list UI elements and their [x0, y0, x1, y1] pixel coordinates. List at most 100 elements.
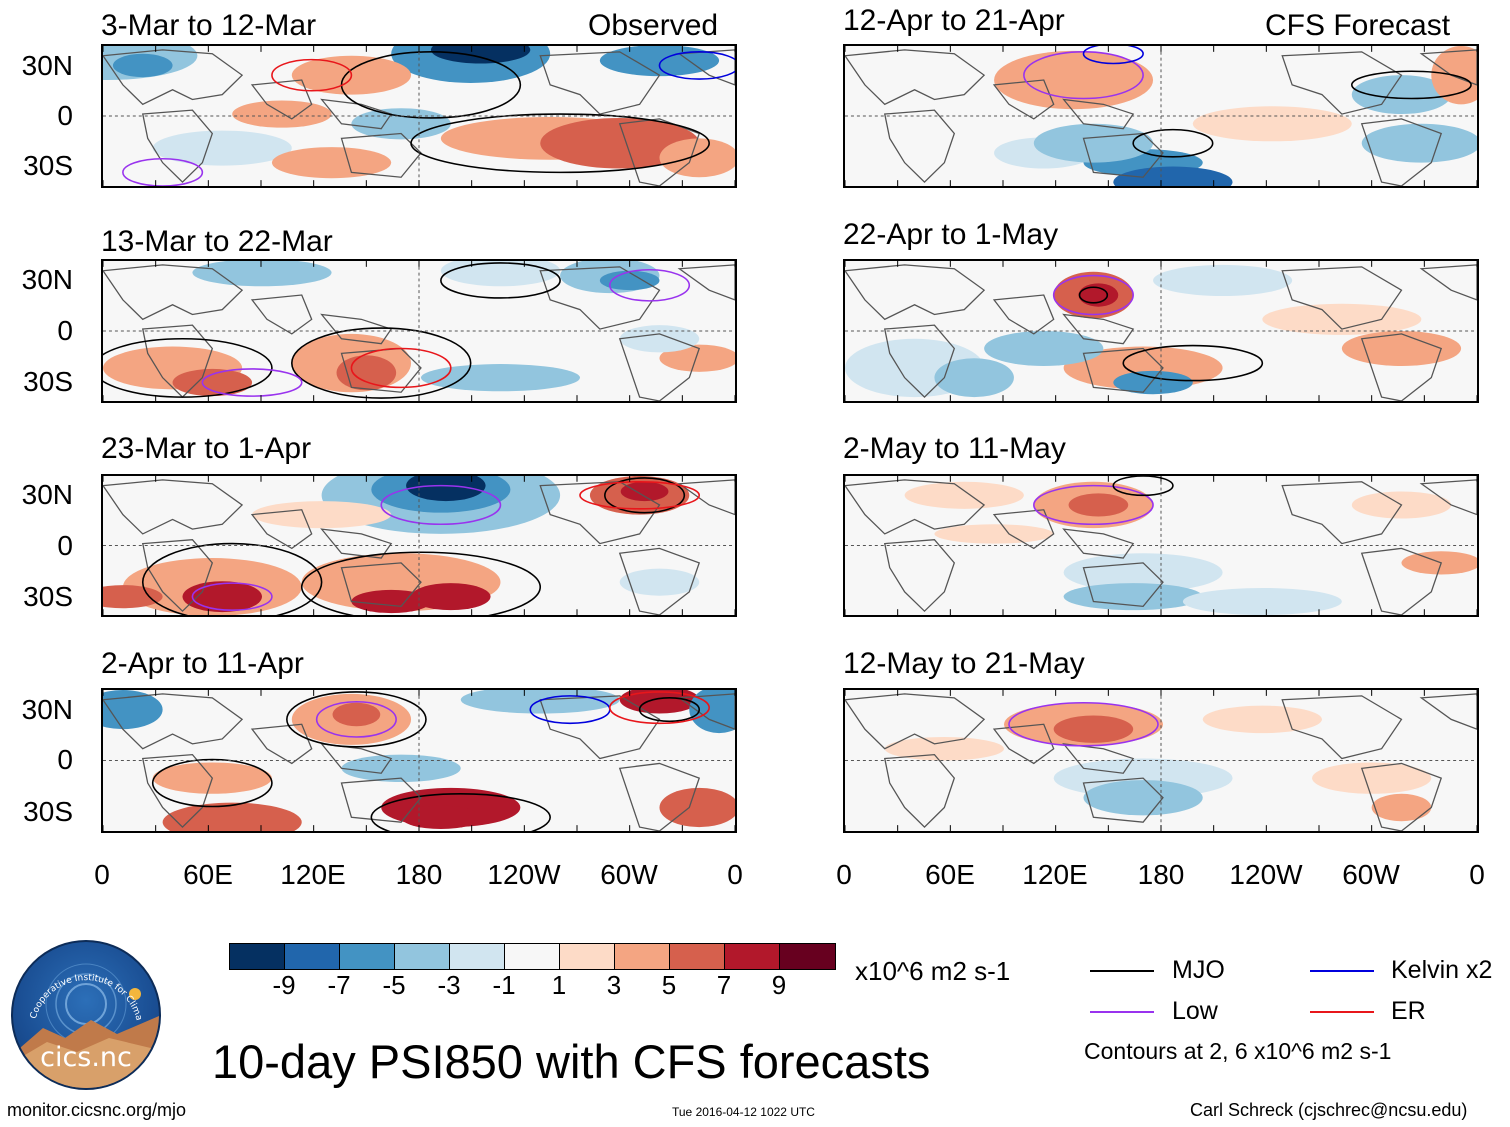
- map-panel: [101, 44, 737, 188]
- coastline: [1082, 777, 1164, 823]
- x-tick-label: 60W: [1342, 859, 1400, 890]
- colorbar-swatch: [615, 944, 670, 969]
- contour-line: [1033, 484, 1154, 526]
- legend-label-kelvin: Kelvin x2: [1391, 956, 1493, 984]
- contour-line: [201, 368, 303, 397]
- anomaly-shading: [420, 364, 580, 392]
- coastline: [539, 481, 661, 545]
- coastline: [992, 723, 1055, 765]
- colorbar-swatch: [560, 944, 615, 969]
- coastline: [992, 79, 1055, 120]
- coastline: [1360, 762, 1443, 831]
- contour-line: [315, 700, 397, 738]
- x-tick-label: 180: [1137, 859, 1185, 890]
- coastline: [141, 109, 214, 184]
- y-tick-label: 0: [57, 744, 73, 775]
- y-tick-label: 30N: [21, 50, 73, 81]
- coastline: [845, 479, 986, 535]
- coastline: [845, 264, 986, 321]
- coastline: [539, 51, 661, 115]
- contour-line: [1112, 476, 1174, 497]
- x-tick-label: 120E: [1022, 859, 1088, 890]
- footer-author: Carl Schreck (cjschrec@ncsu.edu): [1190, 1100, 1468, 1120]
- contour-line: [608, 691, 710, 725]
- coastline: [539, 695, 661, 760]
- coastline: [618, 333, 701, 401]
- coastline: [250, 294, 313, 335]
- anomaly-shading: [271, 147, 392, 179]
- anomaly-shading: [994, 50, 1154, 110]
- contour-line: [191, 582, 273, 611]
- x-tick-label: 120E: [280, 859, 346, 890]
- coastline: [677, 479, 735, 516]
- anomaly-shading: [659, 344, 735, 372]
- colorbar-label: 7: [716, 970, 732, 1000]
- anomaly-shading: [659, 138, 735, 178]
- coastline: [618, 118, 701, 186]
- colorbar-label: 3: [606, 970, 622, 1000]
- colorbar-label: -1: [492, 970, 516, 1000]
- contour-line: [638, 697, 701, 723]
- anomaly-shading: [232, 100, 332, 128]
- coastline: [883, 539, 956, 613]
- legend-label-er: ER: [1391, 997, 1426, 1025]
- anomaly-shading: [1401, 551, 1477, 575]
- legend-line-low: [1090, 1011, 1154, 1013]
- coastline: [845, 693, 986, 750]
- cics-logo: Cooperative Institute for Climate and Sa…: [11, 940, 161, 1090]
- x-tick-label: 60E: [183, 859, 233, 890]
- coastline: [1360, 333, 1443, 401]
- panel-title: 12-May to 21-May: [843, 647, 1085, 680]
- legend-line-er: [1310, 1011, 1374, 1013]
- coastline: [1082, 347, 1164, 393]
- anomaly-shading: [351, 589, 431, 614]
- footer-url[interactable]: monitor.cicsnc.org/mjo: [7, 1100, 187, 1120]
- map-panel: [843, 259, 1479, 403]
- colorbar-swatch: [340, 944, 395, 969]
- anomaly-shading: [540, 117, 700, 169]
- coastline: [1281, 266, 1403, 330]
- x-tick-label: 60W: [600, 859, 658, 890]
- coastline: [1082, 132, 1164, 178]
- colorbar-label: -9: [272, 970, 296, 1000]
- coastline: [320, 743, 393, 774]
- colorbar-swatch: [450, 944, 505, 969]
- legend-label-low: Low: [1172, 997, 1218, 1025]
- contour-line: [151, 758, 273, 808]
- map-panel: [843, 688, 1479, 833]
- anomaly-shading: [152, 130, 292, 166]
- contour-line: [300, 551, 541, 615]
- anomaly-shading: [1053, 715, 1134, 743]
- coastline: [103, 693, 244, 750]
- colorbar-swatch: [505, 944, 560, 969]
- map-panel: [843, 474, 1479, 617]
- colorbar-swatch: [395, 944, 450, 969]
- panel-title: 12-Apr to 21-Apr: [843, 4, 1065, 37]
- anomaly-shading: [619, 325, 700, 353]
- contour-line: [291, 327, 472, 399]
- colorbar-swatch: [725, 944, 780, 969]
- contour-line: [1082, 46, 1144, 65]
- coastline: [103, 479, 244, 535]
- coastline: [539, 266, 661, 330]
- contour-line: [1078, 286, 1109, 304]
- map-panel: [101, 259, 737, 403]
- y-tick-label: 30N: [21, 264, 73, 295]
- anomaly-shading: [1078, 283, 1119, 307]
- contour-line: [271, 58, 353, 92]
- anomaly-shading: [599, 270, 660, 291]
- coastline: [320, 98, 393, 130]
- anomaly-shading: [401, 805, 481, 830]
- anomaly-shading: [336, 355, 397, 391]
- colorbar-label: 5: [661, 970, 677, 1000]
- coastline: [1062, 313, 1135, 345]
- colorbar-label: -7: [327, 970, 351, 1000]
- anomaly-shading: [689, 690, 735, 734]
- coastline: [340, 777, 422, 823]
- x-tick-label: 180: [395, 859, 443, 890]
- colorbar-swatch: [670, 944, 725, 969]
- colorbar-units: x10^6 m2 s-1: [855, 956, 1011, 986]
- anomaly-shading: [659, 787, 735, 828]
- anomaly-shading: [172, 368, 253, 397]
- colorbar-label: 9: [771, 970, 787, 1000]
